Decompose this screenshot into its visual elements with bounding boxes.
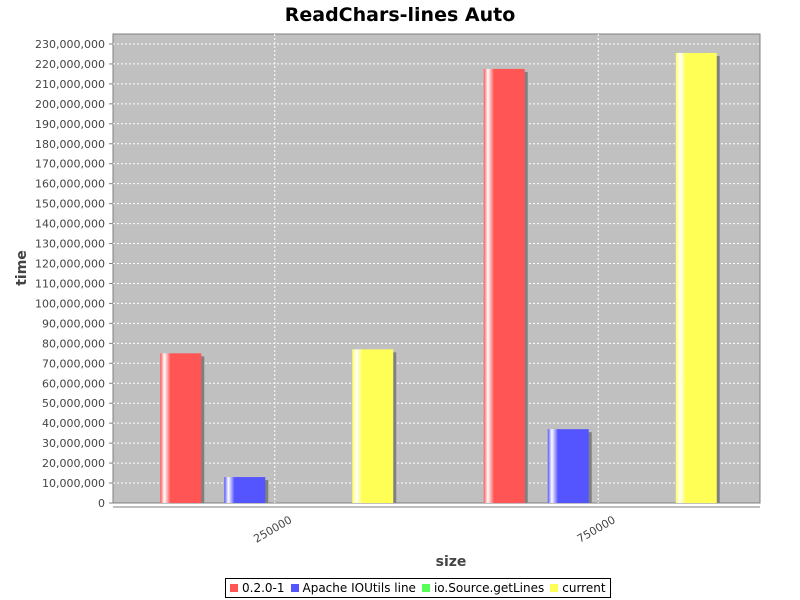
y-tick-label: 10,000,000 (42, 477, 105, 490)
y-tick-label: 210,000,000 (35, 78, 105, 91)
legend-swatch (290, 584, 299, 592)
y-tick-label: 70,000,000 (42, 357, 105, 370)
x-tick-label: 750000 (575, 513, 618, 545)
x-tick-label: 250000 (251, 513, 294, 545)
y-tick-label: 20,000,000 (42, 457, 105, 470)
legend-item: 0.2.0-1 (230, 581, 285, 595)
legend-label: io.Source.getLines (433, 581, 545, 595)
legend-item: Apache IOUtils line (290, 581, 416, 595)
legend-label: 0.2.0-1 (242, 581, 285, 595)
y-tick-label: 50,000,000 (42, 397, 105, 410)
y-tick-label: 110,000,000 (35, 277, 105, 290)
y-tick-label: 220,000,000 (35, 58, 105, 71)
legend-swatch (421, 584, 430, 592)
y-tick-label: 170,000,000 (35, 158, 105, 171)
bar (160, 353, 202, 503)
y-tick-label: 120,000,000 (35, 258, 105, 271)
x-axis: 250000 750000 (113, 506, 760, 546)
y-tick-label: 160,000,000 (35, 178, 105, 191)
bar (675, 52, 717, 504)
legend-item: io.Source.getLines (421, 581, 545, 595)
y-tick-label: 150,000,000 (35, 198, 105, 211)
y-tick-label: 180,000,000 (35, 138, 105, 151)
y-tick-label: 40,000,000 (42, 417, 105, 430)
bar (224, 477, 266, 503)
y-tick-label: 60,000,000 (42, 377, 105, 390)
bar (483, 68, 525, 503)
y-tick-label: 140,000,000 (35, 218, 105, 231)
bar (547, 429, 589, 503)
legend-item: current (550, 581, 606, 595)
y-tick-label: 80,000,000 (42, 337, 105, 350)
bars (160, 52, 720, 504)
y-axis-label: time (14, 250, 30, 286)
bar (352, 349, 394, 503)
plot-area (112, 33, 761, 504)
chart-title: ReadChars-lines Auto (285, 4, 516, 26)
y-tick-label: 30,000,000 (42, 437, 105, 450)
y-tick-label: 90,000,000 (42, 317, 105, 330)
legend-label: Apache IOUtils line (302, 581, 416, 595)
y-axis: 0 10,000,000 20,000,000 30,000,000 40,000,00… (35, 38, 113, 510)
legend-swatch (230, 584, 238, 592)
legend-swatch (550, 584, 559, 592)
y-tick-label: 230,000,000 (35, 38, 105, 51)
legend: 0.2.0-1 Apache IOUtils line io.Source.getL… (225, 578, 611, 598)
y-tick-label: 0 (98, 497, 105, 510)
y-tick-label: 130,000,000 (35, 238, 105, 251)
x-axis-label: size (436, 554, 467, 570)
legend-label: current (562, 581, 606, 595)
y-tick-label: 200,000,000 (35, 98, 105, 111)
y-tick-label: 190,000,000 (35, 118, 105, 131)
y-tick-label: 100,000,000 (35, 297, 105, 310)
